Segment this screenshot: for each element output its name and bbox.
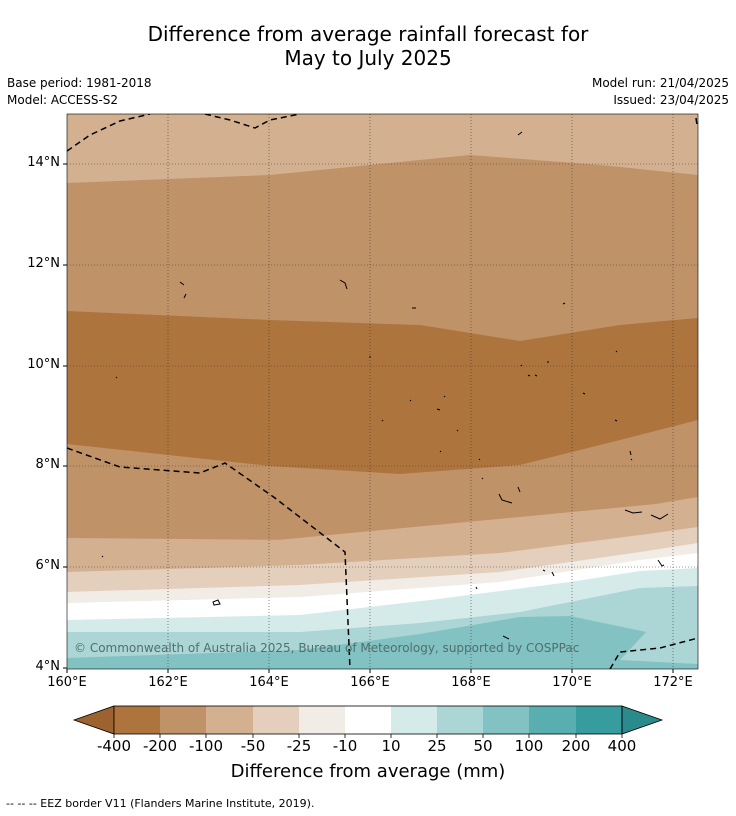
colorbar-swatch-4 <box>253 706 299 734</box>
colorbar <box>72 705 664 738</box>
lat-label: 6°N <box>35 558 61 573</box>
lon-label: 168°E <box>451 675 491 690</box>
lat-label: 10°N <box>27 357 60 372</box>
colorbar-label: -400 <box>96 737 132 755</box>
colorbar-label: 100 <box>514 737 544 755</box>
colorbar-swatch-2 <box>160 706 206 734</box>
colorbar-label: -200 <box>142 737 178 755</box>
model-text: Model: ACCESS-S2 <box>7 93 119 107</box>
lat-label: 4°N <box>35 659 61 674</box>
colorbar-swatch-8 <box>437 706 483 734</box>
colorbar-label: -25 <box>286 737 312 755</box>
colorbar-swatch-5 <box>299 706 345 734</box>
lon-label: 162°E <box>148 675 188 690</box>
islands <box>101 131 669 640</box>
model-run-text: Model run: 21/04/2025 <box>591 76 729 90</box>
colorbar-swatch-7 <box>391 706 437 734</box>
colorbar-swatch-3 <box>206 706 253 734</box>
colorbar-title: Difference from average (mm) <box>230 761 506 782</box>
lat-label: 8°N <box>35 457 61 472</box>
lon-label: 172°E <box>653 675 693 690</box>
lat-label: 12°N <box>27 256 60 271</box>
colorbar-frame <box>113 705 623 735</box>
colorbar-label: 400 <box>607 737 637 755</box>
colorbar-swatch-11 <box>576 706 622 734</box>
band-minus-200 <box>67 311 698 474</box>
graticule <box>67 114 698 669</box>
colorbar-label: -100 <box>188 737 224 755</box>
colorbar-swatch-6 <box>345 706 391 734</box>
colorbar-extend-low <box>72 705 115 735</box>
lat-label: 14°N <box>27 155 60 170</box>
eez-borders <box>67 114 698 669</box>
colorbar-extend-high <box>621 705 664 735</box>
colorbar-label: 50 <box>473 737 493 755</box>
copyright-text: © Commonwealth of Australia 2025, Bureau… <box>74 641 580 655</box>
rainfall-bands <box>67 114 698 669</box>
colorbar-label: -50 <box>240 737 266 755</box>
chart-title-line-1: Difference from average rainfall forecas… <box>147 22 589 46</box>
colorbar-swatch-9 <box>483 706 529 734</box>
colorbar-label: 25 <box>427 737 447 755</box>
band-plus-100 <box>67 616 698 669</box>
lon-label: 164°E <box>249 675 289 690</box>
lon-label: 170°E <box>552 675 592 690</box>
colorbar-swatch-10 <box>529 706 576 734</box>
map-frame <box>66 113 699 670</box>
base-period-text: Base period: 1981-2018 <box>7 76 152 90</box>
colorbar-label: 200 <box>561 737 591 755</box>
colorbar-swatch-1 <box>114 706 160 734</box>
chart-title-line-2: May to July 2025 <box>284 46 452 70</box>
colorbar-label: -10 <box>332 737 358 755</box>
lon-label: 166°E <box>350 675 390 690</box>
colorbar-label: 10 <box>381 737 401 755</box>
eez-legend-text: -- -- -- EEZ border V11 (Flanders Marine… <box>6 797 315 810</box>
axis-ticks <box>63 163 674 673</box>
lon-label: 160°E <box>47 675 87 690</box>
issued-text: Issued: 23/04/2025 <box>613 93 729 107</box>
